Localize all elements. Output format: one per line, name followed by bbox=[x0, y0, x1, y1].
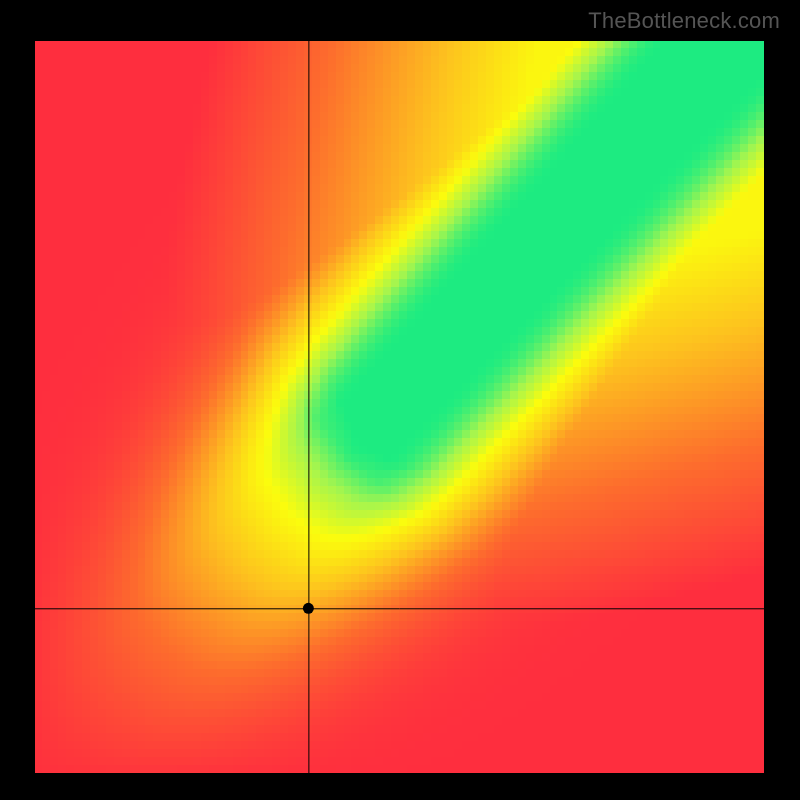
bottleneck-heatmap bbox=[35, 41, 764, 773]
chart-container: TheBottleneck.com bbox=[0, 0, 800, 800]
attribution-text: TheBottleneck.com bbox=[588, 8, 780, 34]
